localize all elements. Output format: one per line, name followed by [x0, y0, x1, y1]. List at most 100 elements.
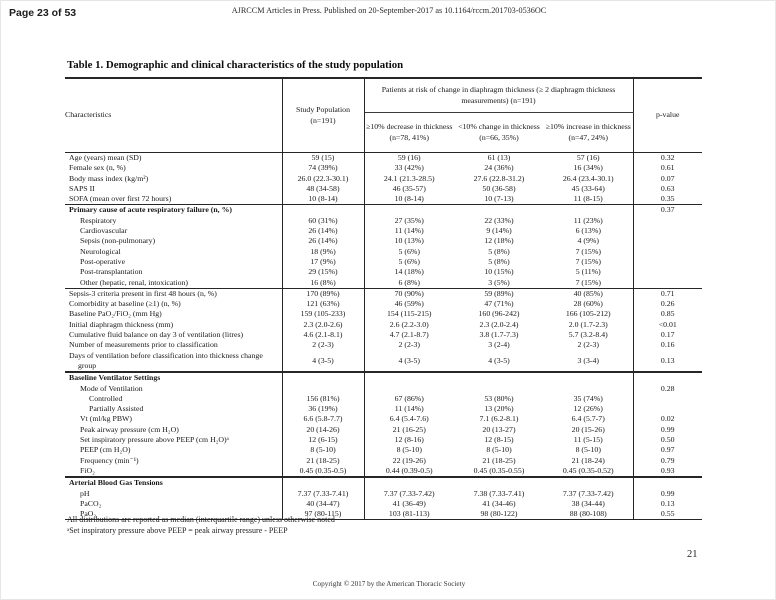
- header-row-2: ≥10% decrease in thickness (n=78, 41%) <…: [65, 112, 702, 153]
- cell-p-value: 0.50: [660, 435, 675, 445]
- table-row: Female sex (n, %) 74 (39%) 33 (42%) 24 (36%…: [65, 163, 702, 174]
- cell-value: 7.37 (7.33-7.42): [544, 488, 634, 499]
- cell-value: [454, 204, 544, 216]
- cell-value: 6 (8%): [398, 277, 420, 287]
- cell-value: 7.37 (7.33-7.41): [282, 488, 365, 499]
- cell-value: 5 (11%): [544, 267, 634, 278]
- cell-value: 2 (2-3): [398, 340, 420, 350]
- table-row: SOFA (mean over first 72 hours) 10 (8-14)…: [65, 194, 702, 205]
- cell-value: 3 (2-4): [488, 340, 510, 350]
- cell-value: 8 (5-10): [544, 445, 634, 456]
- table-row: Neurological 18 (9%) 5 (6%) 5 (8%) 7 (15%): [65, 246, 702, 257]
- cell-value: 159 (105-233): [282, 309, 365, 320]
- cell-value: 50 (36-58): [482, 183, 516, 193]
- cell-value: 40 (34-47): [282, 498, 365, 510]
- cell-value: 10 (7-13): [484, 194, 514, 204]
- cell-value: 21 (18-25): [482, 455, 516, 465]
- cell-value: 2.6 (2.2-3.0): [389, 319, 429, 329]
- table-row: SAPS II 48 (34-58) 46 (35-57) 50 (36-58) 45 …: [65, 183, 702, 195]
- row-label: Cardiovascular: [65, 226, 283, 237]
- cell-p-value: 0.28: [660, 383, 675, 393]
- cell-value: 48 (34-58): [282, 183, 365, 195]
- cell-value: 0.44 (0.39-0.5): [385, 465, 433, 475]
- cell-value: 0.45 (0.35-0.5): [282, 465, 365, 478]
- cell-p-value: 0.13: [660, 355, 675, 365]
- cell-value: 35 (74%): [544, 393, 634, 405]
- footnote-set-pressure: ᵃSet inspiratory pressure above PEEP = p…: [67, 526, 288, 535]
- row-label: Arterial Blood Gas Tensions: [65, 476, 283, 489]
- table-row: Sepsis (non-pulmonary) 26 (14%) 10 (13%) 12…: [65, 236, 702, 247]
- table-row: Respiratory 60 (31%) 27 (35%) 22 (33%) 11 (2…: [65, 215, 702, 227]
- cell-p-value: 0.99: [660, 424, 675, 434]
- cell-value: 11 (23%): [544, 215, 634, 227]
- cell-value: 2.3 (2.0-2.6): [282, 319, 365, 331]
- cell-value: 59 (89%): [454, 287, 544, 300]
- copyright-line: Copyright © 2017 by the American Thoraci…: [312, 580, 466, 588]
- cell-value: 14 (18%): [394, 267, 424, 277]
- cell-value: 166 (105-212): [544, 309, 634, 320]
- cell-value: 3 (5%): [488, 277, 510, 287]
- cell-value: 4 (3-5): [398, 355, 420, 365]
- cell-value: 41 (36-49): [392, 498, 426, 508]
- row-label: Cumulative fluid balance on day 3 of ven…: [65, 330, 283, 341]
- cell-value: 7 (15%): [544, 277, 634, 289]
- cell-value: 10 (8-14): [394, 194, 424, 204]
- cell-value: 11 (14%): [394, 404, 424, 414]
- cell-value: 53 (80%): [484, 393, 514, 403]
- table-row: Vt (ml/kg PBW) 6.6 (5.8-7.7) 6.4 (5.4-7.6)…: [65, 414, 702, 425]
- cell-value: 103 (81-113): [364, 509, 454, 521]
- table-row: Age (years) mean (SD) 59 (15) 59 (16) 61 (1…: [65, 152, 702, 164]
- cell-value: 17 (9%): [282, 256, 365, 268]
- cell-value: 41 (34-46): [482, 498, 516, 508]
- cell-value: 97 (80-115): [282, 509, 365, 521]
- cell-value: 70 (90%): [364, 287, 454, 300]
- cell-value: [282, 204, 365, 216]
- col-header-p-value: p-value: [633, 78, 702, 153]
- table-row: Comorbidity at baseline (≥1) (n, %) 121 (…: [65, 299, 702, 310]
- table-row: Controlled 156 (81%) 67 (86%) 53 (80%) 35 (7…: [65, 393, 702, 405]
- cell-p-value: 0.85: [660, 309, 675, 319]
- cell-value: 4 (9%): [544, 236, 634, 247]
- cell-p-value: <0.01: [658, 319, 677, 329]
- row-label: Primary cause of acute respiratory failu…: [65, 204, 283, 216]
- cell-value: 24.1 (21.3-28.5): [383, 173, 435, 183]
- cell-value: 11 (5-15): [544, 435, 634, 446]
- row-label: Partially Assisted: [65, 404, 283, 415]
- cell-p-value: 0.07: [660, 173, 675, 183]
- cell-p-value: [633, 267, 702, 277]
- demographics-table: Characteristics Study Population (n=191)…: [65, 77, 702, 521]
- table-title: Table 1. Demographic and clinical charac…: [67, 59, 404, 71]
- table-row: Cardiovascular 26 (14%) 11 (14%) 9 (14%) 6 (…: [65, 226, 702, 237]
- table-row: Other (hepatic, renal, intoxication) 16 (…: [65, 277, 702, 289]
- cell-value: [282, 383, 365, 394]
- cell-value: 2.0 (1.7-2.3): [544, 319, 634, 331]
- row-label: PaO₂: [65, 509, 283, 521]
- table-row: pH 7.37 (7.33-7.41) 7.37 (7.33-7.42) 7.38 (…: [65, 488, 702, 499]
- row-label: PaCO₂: [65, 498, 283, 510]
- cell-p-value: [633, 278, 702, 289]
- cell-value: 20 (14-26): [282, 424, 365, 436]
- cell-value: 12 (8-15): [484, 435, 514, 445]
- cell-p-value: 0.63: [660, 183, 675, 193]
- row-label: pH: [65, 488, 283, 499]
- cell-value: [282, 476, 365, 489]
- cell-value: 24 (36%): [484, 163, 514, 173]
- table-body: Age (years) mean (SD) 59 (15) 59 (16) 61 (1…: [65, 152, 702, 521]
- row-label: Comorbidity at baseline (≥1) (n, %): [65, 299, 283, 310]
- cell-p-value: 0.13: [660, 498, 675, 508]
- cell-p-value: 0.37: [633, 204, 702, 216]
- row-label: Respiratory: [65, 215, 283, 227]
- cell-p-value: 0.35: [660, 194, 675, 204]
- cell-value: 21 (18-24): [544, 455, 634, 466]
- cell-value: [364, 371, 454, 384]
- cell-value: 12 (18%): [484, 236, 514, 246]
- cell-p-value: 0.79: [660, 455, 675, 465]
- page-position-label: Page 23 of 53: [9, 7, 77, 19]
- cell-value: 160 (96-242): [478, 309, 520, 319]
- cell-value: [454, 476, 544, 489]
- cell-value: 3.8 (1.7-7.3): [479, 330, 519, 340]
- col-header-no-change: <10% change in thickness (n=66, 35%): [454, 112, 544, 153]
- cell-value: 11 (8-15): [544, 194, 634, 205]
- cell-value: 36 (19%): [282, 404, 365, 415]
- cell-value: 26.0 (22.3-30.1): [282, 173, 365, 184]
